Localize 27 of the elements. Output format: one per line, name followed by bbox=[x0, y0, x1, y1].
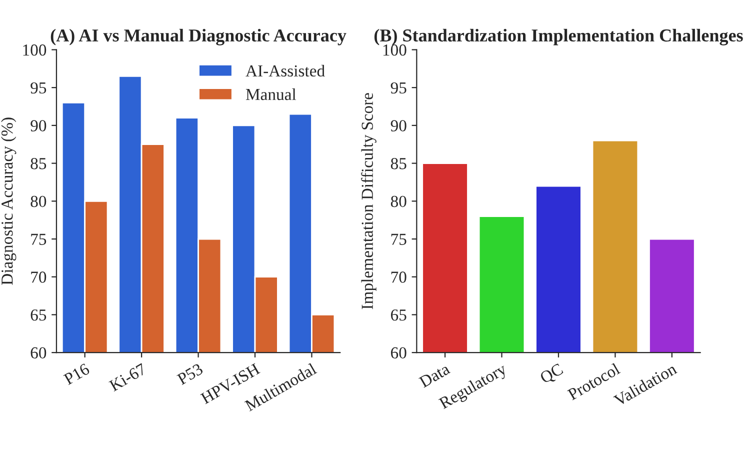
legend-label: AI-Assisted bbox=[246, 64, 325, 77]
y-tick-label: 60 bbox=[391, 347, 406, 359]
x-tick-label: P16 bbox=[63, 362, 90, 386]
y-tick-label: 60 bbox=[30, 347, 46, 359]
y-tick-label: 90 bbox=[390, 120, 406, 132]
y-tick-label: 85 bbox=[30, 158, 46, 170]
y-tick-label: 95 bbox=[390, 82, 406, 94]
y-tick-label: 95 bbox=[30, 82, 46, 94]
y-tick-label: 100 bbox=[23, 44, 46, 56]
chart-title: (A) AI vs Manual Diagnostic Accuracy bbox=[50, 28, 346, 46]
y-tick-label: 80 bbox=[390, 196, 406, 208]
y-tick-label: 75 bbox=[391, 234, 406, 245]
x-tick-label: P53 bbox=[176, 363, 204, 386]
y-axis-title: Implementation Difficulty Score bbox=[361, 93, 376, 310]
y-tick-label: 90 bbox=[30, 120, 46, 132]
y-axis-title: Diagnostic Accuracy (%) bbox=[1, 118, 16, 285]
y-tick-label: 65 bbox=[391, 309, 406, 321]
chart-title: (B) Standardization Implementation Challenges bbox=[374, 28, 743, 46]
y-tick-label: 75 bbox=[31, 234, 46, 245]
legend-label: Manual bbox=[246, 88, 296, 100]
y-tick-label: 85 bbox=[390, 158, 406, 170]
y-tick-label: 100 bbox=[383, 44, 406, 56]
y-tick-label: 70 bbox=[31, 272, 46, 283]
y-tick-label: 80 bbox=[30, 196, 46, 208]
y-tick-label: 65 bbox=[30, 309, 46, 321]
y-tick-label: 70 bbox=[391, 272, 406, 283]
x-tick-label: QC bbox=[539, 363, 565, 386]
